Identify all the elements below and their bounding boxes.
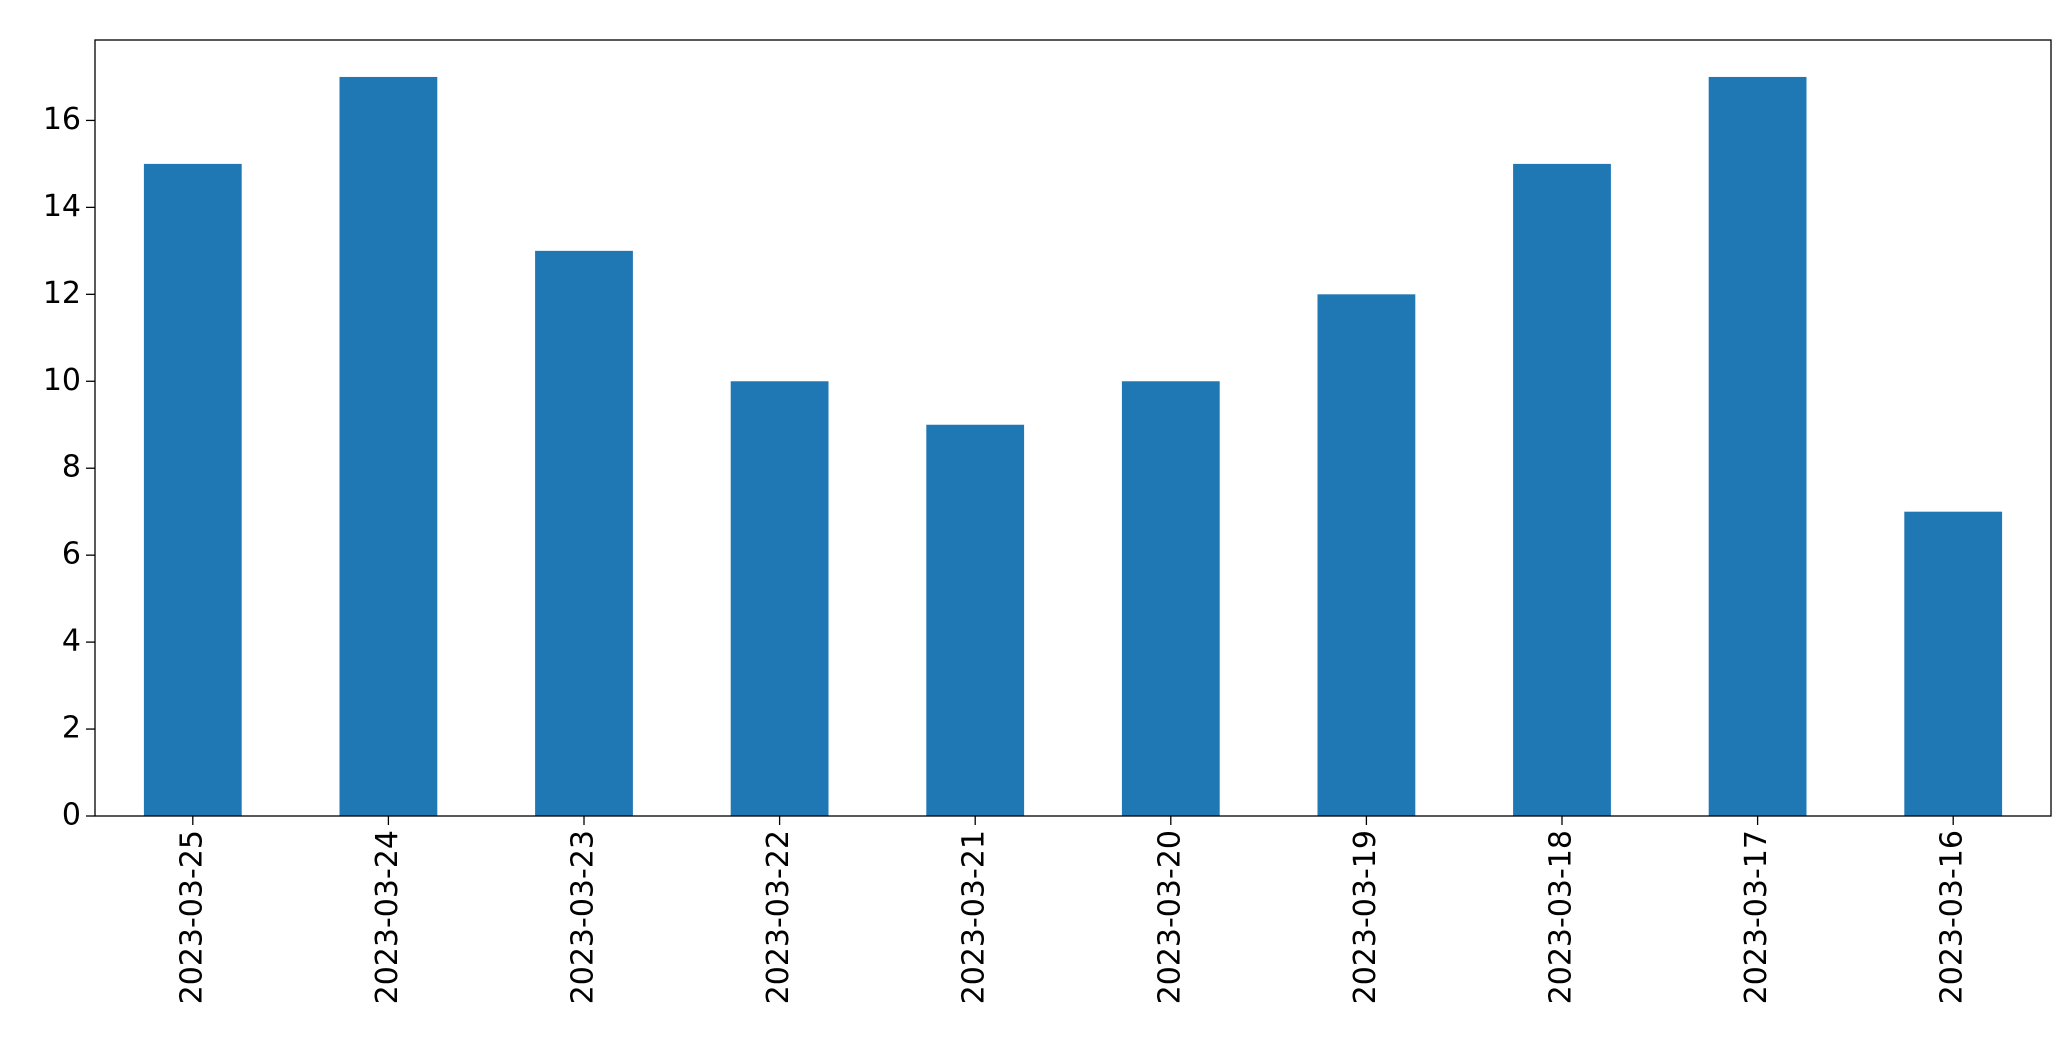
plot-frame <box>94 39 2052 817</box>
bar <box>730 381 829 816</box>
x-tick-label: 2023-03-21 <box>957 830 992 1004</box>
bar <box>926 424 1025 816</box>
y-tick-label: 6 <box>62 537 81 572</box>
bar <box>339 76 438 816</box>
y-tick-label: 0 <box>62 798 81 833</box>
bar <box>1513 163 1611 816</box>
bar <box>1708 76 1807 816</box>
y-tick-label: 4 <box>62 624 81 659</box>
y-tick-label: 8 <box>62 450 81 485</box>
x-tick-label: 2023-03-19 <box>1348 830 1383 1004</box>
bar <box>1121 381 1220 816</box>
y-tick-label: 2 <box>62 711 81 746</box>
x-tick-label: 2023-03-20 <box>1152 830 1187 1004</box>
x-tick-label: 2023-03-17 <box>1739 830 1774 1004</box>
bar <box>1317 294 1416 816</box>
x-tick-label: 2023-03-24 <box>370 830 405 1004</box>
y-tick-label: 14 <box>43 189 81 224</box>
x-tick-label: 2023-03-23 <box>566 830 601 1004</box>
y-tick-label: 12 <box>43 276 81 311</box>
y-tick-label: 10 <box>43 363 81 398</box>
bar <box>143 163 242 816</box>
x-tick-label: 2023-03-25 <box>174 830 209 1004</box>
y-tick-label: 16 <box>43 102 81 137</box>
x-tick-label: 2023-03-16 <box>1935 830 1970 1004</box>
x-tick-label: 2023-03-18 <box>1544 830 1579 1004</box>
bar <box>535 250 633 816</box>
bar <box>1904 511 2003 816</box>
x-tick-label: 2023-03-22 <box>761 830 796 1004</box>
